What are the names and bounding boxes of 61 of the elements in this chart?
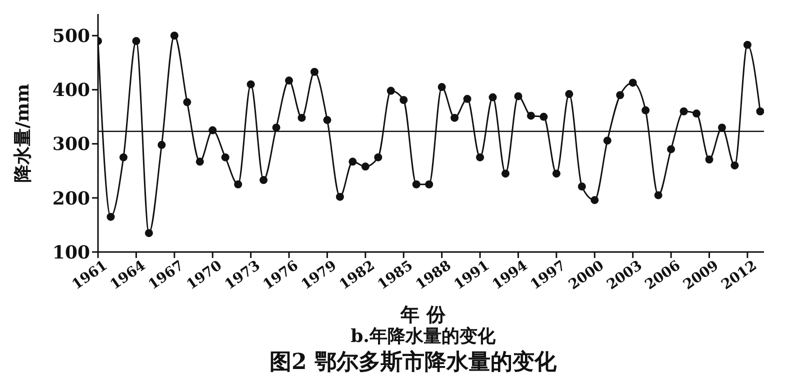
point (234, 180, 242, 188)
point (450, 114, 459, 122)
point (540, 112, 548, 121)
point (628, 78, 637, 87)
point (400, 96, 408, 104)
point (323, 116, 332, 124)
point (310, 68, 318, 76)
point (361, 162, 370, 171)
point (106, 212, 115, 221)
point (514, 92, 522, 100)
point (590, 196, 599, 204)
point (642, 106, 650, 114)
point (526, 112, 535, 120)
point (603, 136, 612, 145)
point (578, 182, 586, 191)
point (501, 170, 510, 178)
point (208, 126, 217, 134)
point (756, 107, 764, 116)
point (743, 40, 752, 49)
point (336, 192, 344, 201)
point (476, 153, 484, 162)
point (463, 94, 472, 103)
point (348, 158, 357, 166)
point (170, 32, 178, 40)
point (183, 98, 192, 106)
point (718, 124, 726, 132)
point (260, 176, 268, 184)
point (386, 86, 395, 95)
y-tick-label: 200 (52, 188, 90, 210)
point (144, 229, 153, 238)
point (438, 83, 446, 92)
text: 图2 鄂尔多斯市降水量的变化 (268, 348, 558, 376)
point (667, 145, 676, 154)
point (565, 90, 574, 98)
point (730, 161, 739, 170)
text: b.年降水量的变化 (350, 326, 496, 348)
point (488, 93, 497, 102)
point (425, 180, 434, 188)
point (412, 180, 420, 188)
x-axis-title: 年 份 (399, 304, 446, 326)
point (616, 91, 624, 100)
point (119, 153, 128, 162)
y-tick-label: 100 (52, 242, 90, 264)
point (654, 191, 662, 200)
point (221, 153, 230, 162)
point (680, 107, 688, 116)
point (132, 37, 140, 46)
point (246, 80, 255, 88)
y-tick-label: 500 (52, 26, 90, 48)
point (374, 153, 382, 162)
y-axis-title: 降水量/mm (12, 84, 34, 182)
point (705, 156, 714, 164)
y-tick-label: 400 (52, 80, 90, 102)
point (158, 140, 166, 149)
point (272, 124, 280, 132)
point (285, 76, 294, 85)
point (552, 170, 560, 178)
point (196, 158, 204, 166)
y-tick-label: 300 (52, 134, 90, 156)
point (298, 114, 306, 122)
point (692, 110, 701, 118)
